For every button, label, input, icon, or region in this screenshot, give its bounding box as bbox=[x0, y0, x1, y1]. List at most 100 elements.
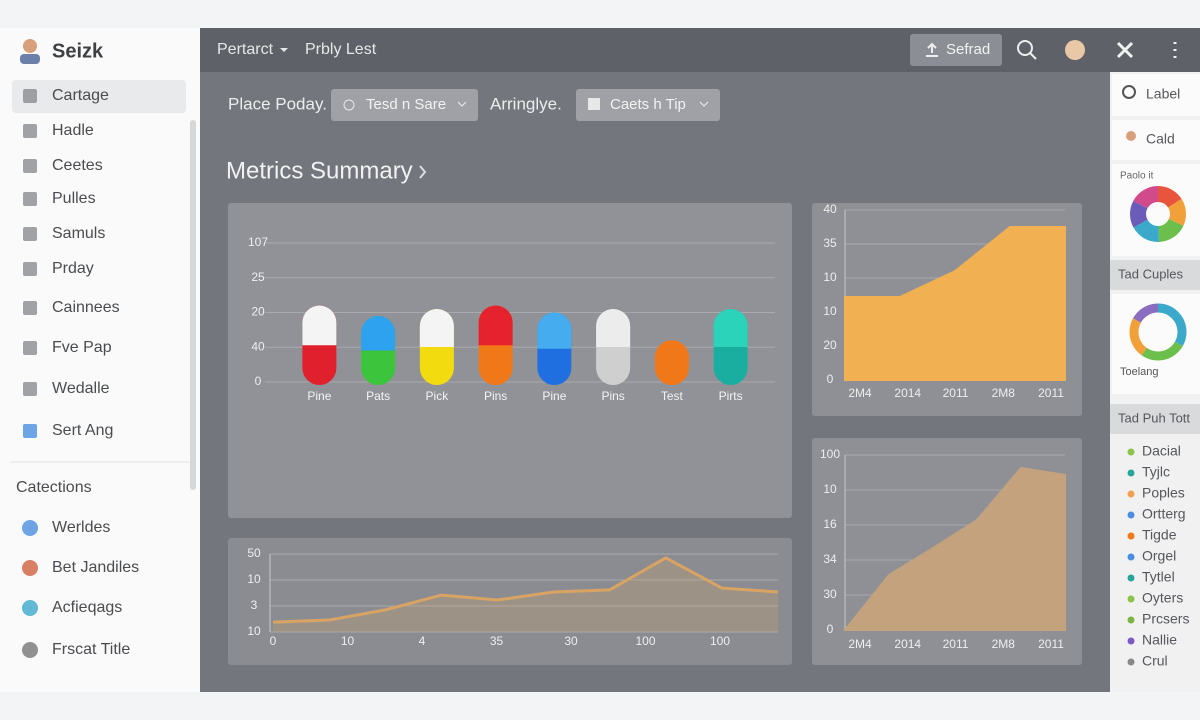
dropdown-value[interactable]: Caets h Tip bbox=[610, 96, 686, 113]
nav-item[interactable]: Frscat Title bbox=[52, 641, 130, 658]
x-tick-label: 100 bbox=[635, 634, 655, 648]
search-icon[interactable] bbox=[1017, 40, 1033, 56]
nav-icon bbox=[23, 192, 37, 206]
avatar bbox=[23, 39, 37, 53]
chevron[interactable] bbox=[419, 165, 427, 179]
search-icon bbox=[1122, 85, 1136, 99]
legend-swatch bbox=[1127, 511, 1135, 519]
ring-icon bbox=[1129, 303, 1187, 361]
filter-dropdown[interactable] bbox=[576, 89, 720, 121]
nav-item[interactable]: Cartage bbox=[52, 87, 109, 104]
nav-item[interactable]: Werldes bbox=[52, 519, 110, 536]
legend-swatch bbox=[1127, 448, 1135, 456]
nav-item[interactable]: Samuls bbox=[52, 225, 105, 242]
avatar-body bbox=[20, 54, 40, 64]
nav-item[interactable]: Wedalle bbox=[52, 380, 110, 397]
nav-icon bbox=[22, 560, 38, 576]
panel-item[interactable]: Label bbox=[1146, 86, 1180, 102]
nav-item[interactable]: Fve Pap bbox=[52, 339, 112, 356]
scrollbar bbox=[190, 120, 196, 490]
card-caption: Toelang bbox=[1120, 366, 1159, 378]
nav-item[interactable]: Bet Jandiles bbox=[52, 559, 139, 576]
pill-cap bbox=[654, 340, 689, 363]
card-caption: Paolo it bbox=[1120, 171, 1154, 182]
line bbox=[272, 556, 779, 624]
legend-item[interactable]: Crul bbox=[1142, 653, 1168, 669]
panel-card bbox=[1112, 120, 1200, 160]
x-tick-label: 2M4 bbox=[848, 386, 872, 400]
y-tick-label: 10 bbox=[247, 572, 261, 586]
dropdown-value[interactable]: Tesd n Sare bbox=[366, 96, 446, 113]
legend-swatch bbox=[1127, 616, 1135, 624]
area bbox=[842, 466, 1066, 631]
nav-item[interactable]: Prday bbox=[52, 260, 94, 277]
y-tick-label: 20 bbox=[823, 338, 837, 352]
x-tick-label: 2011 bbox=[943, 637, 969, 651]
nav-item[interactable]: Acfieqags bbox=[52, 599, 122, 616]
nav-item[interactable]: Pulles bbox=[52, 190, 96, 207]
menu-item[interactable]: Prbly Lest bbox=[305, 41, 377, 58]
user-avatar[interactable] bbox=[1065, 40, 1085, 60]
y-tick-label: 35 bbox=[823, 236, 837, 250]
x-tick-label: 4 bbox=[419, 634, 426, 648]
legend-swatch bbox=[1127, 469, 1135, 477]
y-tick-label: 3 bbox=[251, 598, 258, 612]
y-tick-label: 16 bbox=[823, 517, 837, 531]
legend-item[interactable]: Nallie bbox=[1142, 632, 1177, 648]
menu-item[interactable]: Pertarct bbox=[217, 41, 274, 58]
panel-item[interactable]: Cald bbox=[1146, 131, 1175, 147]
x-tick-label: 2011 bbox=[943, 386, 969, 400]
nav-icon bbox=[23, 227, 37, 241]
legend-item[interactable]: Prcsers bbox=[1142, 611, 1189, 627]
dropdown-icon bbox=[588, 98, 600, 110]
x-tick-label: Pine bbox=[542, 389, 566, 403]
nav-item[interactable]: Ceetes bbox=[52, 157, 103, 174]
y-tick-label: 10 bbox=[823, 304, 837, 318]
button-label[interactable]: Sefrad bbox=[946, 41, 990, 58]
nav-icon bbox=[23, 424, 37, 438]
pill-cap bbox=[537, 312, 572, 349]
legend-swatch bbox=[1127, 658, 1135, 666]
nav-item[interactable]: Cainnees bbox=[52, 299, 120, 316]
section-title: Metrics Summary bbox=[226, 157, 413, 184]
legend-item[interactable]: Dacial bbox=[1142, 443, 1181, 459]
legend-item[interactable]: Poples bbox=[1142, 485, 1185, 501]
app-title: Seizk bbox=[52, 40, 104, 62]
upload-icon bbox=[926, 42, 938, 57]
filter-label: Place Poday. bbox=[228, 94, 327, 113]
primary-button[interactable] bbox=[910, 34, 1002, 66]
filter-dropdown[interactable] bbox=[331, 89, 478, 121]
x-tick-label: 2014 bbox=[894, 386, 921, 400]
y-tick-label: 40 bbox=[251, 339, 265, 353]
x-tick-label: Test bbox=[661, 389, 684, 403]
legend-swatch bbox=[1127, 553, 1135, 561]
y-tick-label: 100 bbox=[820, 447, 840, 461]
x-tick-label: 35 bbox=[490, 634, 504, 648]
nav-item[interactable]: Sert Ang bbox=[52, 422, 113, 439]
legend-item[interactable]: Orgel bbox=[1142, 548, 1176, 564]
panel-header bbox=[1110, 404, 1200, 434]
section-label: Catections bbox=[16, 479, 92, 496]
y-tick-label: 10 bbox=[823, 482, 837, 496]
y-tick-label: 30 bbox=[823, 587, 837, 601]
dropdown-caret bbox=[457, 101, 467, 107]
pie-icon bbox=[1130, 186, 1186, 242]
search-icon-handle bbox=[1029, 52, 1037, 60]
legend-item[interactable]: Ortterg bbox=[1142, 506, 1186, 522]
line-area bbox=[273, 557, 778, 632]
legend-item[interactable]: Tytlel bbox=[1142, 569, 1175, 585]
legend-item[interactable]: Tigde bbox=[1142, 527, 1177, 543]
y-tick-label: 10 bbox=[247, 624, 261, 638]
nav-item[interactable]: Hadle bbox=[52, 122, 94, 139]
x-tick-label: 2014 bbox=[894, 637, 921, 651]
legend-item[interactable]: Tyjlc bbox=[1142, 464, 1170, 480]
panel-card bbox=[1112, 74, 1200, 116]
y-tick-label: 0 bbox=[255, 374, 262, 388]
x-tick-label: 2M4 bbox=[848, 637, 872, 651]
legend-item[interactable]: Oyters bbox=[1142, 590, 1183, 606]
nav-icon bbox=[22, 600, 38, 616]
close-icon[interactable] bbox=[1116, 41, 1134, 59]
nav-icon bbox=[23, 262, 37, 276]
legend-swatch bbox=[1127, 532, 1135, 540]
